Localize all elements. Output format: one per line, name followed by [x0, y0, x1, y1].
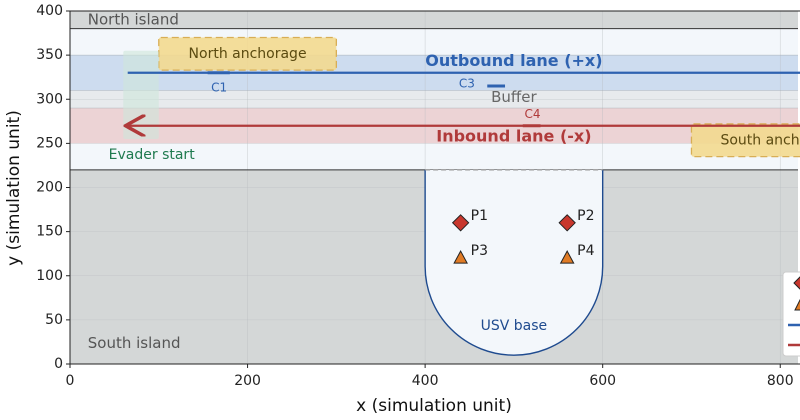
- legend: [782, 271, 800, 357]
- zone-label: Evader start: [109, 147, 196, 163]
- patrol-point: [559, 250, 575, 264]
- x-tick-label: 400: [412, 373, 439, 389]
- band: [70, 11, 798, 29]
- legend-marker: [794, 298, 800, 311]
- point-label: P2: [577, 208, 594, 224]
- checkpoint-label: C1: [211, 80, 227, 94]
- plot-area: USV base North anchorage South anchorage Ev…: [70, 10, 800, 364]
- band-label: South island: [88, 334, 181, 352]
- y-tick-label: 50: [45, 312, 63, 328]
- x-axis-label: x (simulation unit): [356, 396, 512, 416]
- axes: 0 200 400 600 800 0 50 100 150 200 250 300 350 400: [36, 3, 800, 389]
- checkpoint-label: C4: [525, 107, 541, 121]
- y-tick-label: 100: [36, 268, 63, 284]
- x-tick-label: 200: [234, 373, 261, 389]
- y-tick-label: 250: [36, 135, 63, 151]
- x-tick-label: 600: [589, 373, 616, 389]
- band-label: North island: [88, 10, 179, 28]
- patrol-point: [451, 214, 470, 232]
- x-tick-label: 0: [66, 373, 75, 389]
- band-label: Inbound lane (-x): [436, 127, 591, 146]
- point-label: P3: [471, 243, 488, 259]
- usv-base: [424, 169, 604, 356]
- base-label: USV base: [481, 318, 548, 334]
- legend-frame: [782, 271, 800, 357]
- point-label: P4: [577, 243, 594, 259]
- legend-marker: [793, 276, 800, 290]
- zone-label: North anchorage: [189, 46, 307, 62]
- patrol-point: [558, 214, 576, 232]
- anchorage: [690, 123, 800, 158]
- y-axis-label: y (simulation unit): [4, 110, 24, 266]
- band-label: Buffer: [491, 88, 537, 106]
- checkpoint-label: C3: [459, 77, 475, 91]
- y-tick-label: 400: [36, 3, 63, 19]
- y-tick-label: 350: [36, 47, 63, 63]
- y-tick-label: 200: [36, 180, 63, 196]
- band-label: Outbound lane (+x): [425, 51, 602, 70]
- y-tick-label: 0: [54, 356, 63, 372]
- y-tick-label: 300: [36, 91, 63, 107]
- y-tick-label: 150: [36, 224, 63, 240]
- x-tick-label: 800: [767, 373, 794, 389]
- point-label: P1: [471, 208, 488, 224]
- patrol-point: [453, 250, 468, 264]
- zone-label: South anchorage: [720, 132, 800, 148]
